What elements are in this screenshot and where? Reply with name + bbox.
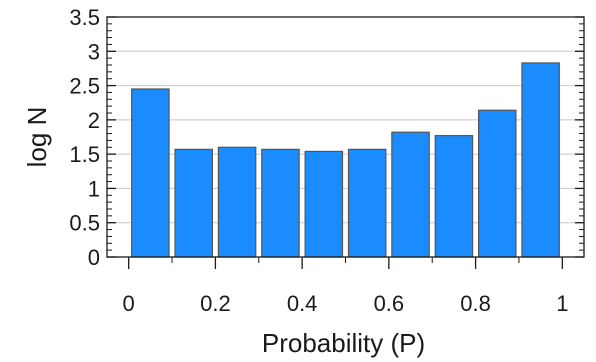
bar [477, 109, 517, 258]
bar [131, 88, 170, 258]
bar [261, 148, 300, 258]
x-tick-labels: 0 0.2 0.4 0.6 0.8 1 [123, 291, 569, 316]
x-axis-title: Probability (P) [262, 328, 425, 358]
y-tick-label: 1 [88, 176, 100, 201]
y-tick-label: 3.5 [69, 5, 100, 30]
bar [434, 135, 474, 258]
bars [131, 62, 560, 258]
bar [304, 150, 344, 258]
x-tick-label: 0.8 [460, 291, 491, 316]
y-axis-title: log N [22, 107, 52, 168]
y-tick-label: 2.5 [69, 74, 100, 99]
y-tick-labels: 0 0.5 1 1.5 2 2.5 3 3.5 [69, 5, 100, 270]
y-tick-label: 1.5 [69, 142, 100, 167]
x-tick-label: 0.2 [200, 291, 231, 316]
x-tick-label: 0.6 [374, 291, 405, 316]
bar [347, 148, 387, 258]
bar [521, 62, 560, 258]
bar [174, 148, 214, 258]
x-tick-label: 1 [556, 291, 568, 316]
y-tick-label: 3 [88, 39, 100, 64]
x-tick-label: 0 [123, 291, 135, 316]
bar [391, 131, 430, 258]
axis-ticks [107, 16, 584, 269]
y-tick-label: 0.5 [69, 211, 100, 236]
x-tick-label: 0.4 [287, 291, 318, 316]
bar [217, 146, 257, 258]
y-tick-label: 2 [88, 108, 100, 133]
y-tick-label: 0 [88, 245, 100, 270]
